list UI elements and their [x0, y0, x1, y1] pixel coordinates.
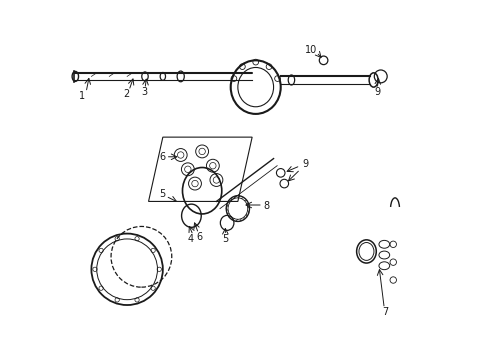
Text: 1: 1 [79, 91, 86, 101]
Text: 10: 10 [305, 45, 317, 55]
Text: 9: 9 [302, 159, 308, 169]
Text: 6: 6 [159, 152, 165, 162]
Text: 2: 2 [123, 89, 129, 99]
Text: 4: 4 [188, 234, 194, 244]
Text: 7: 7 [382, 307, 388, 317]
Text: 8: 8 [263, 201, 270, 211]
Text: 9: 9 [374, 87, 380, 97]
Text: 5: 5 [159, 189, 165, 199]
Text: 3: 3 [141, 87, 147, 97]
Text: 5: 5 [222, 234, 228, 244]
Text: 6: 6 [196, 232, 202, 242]
